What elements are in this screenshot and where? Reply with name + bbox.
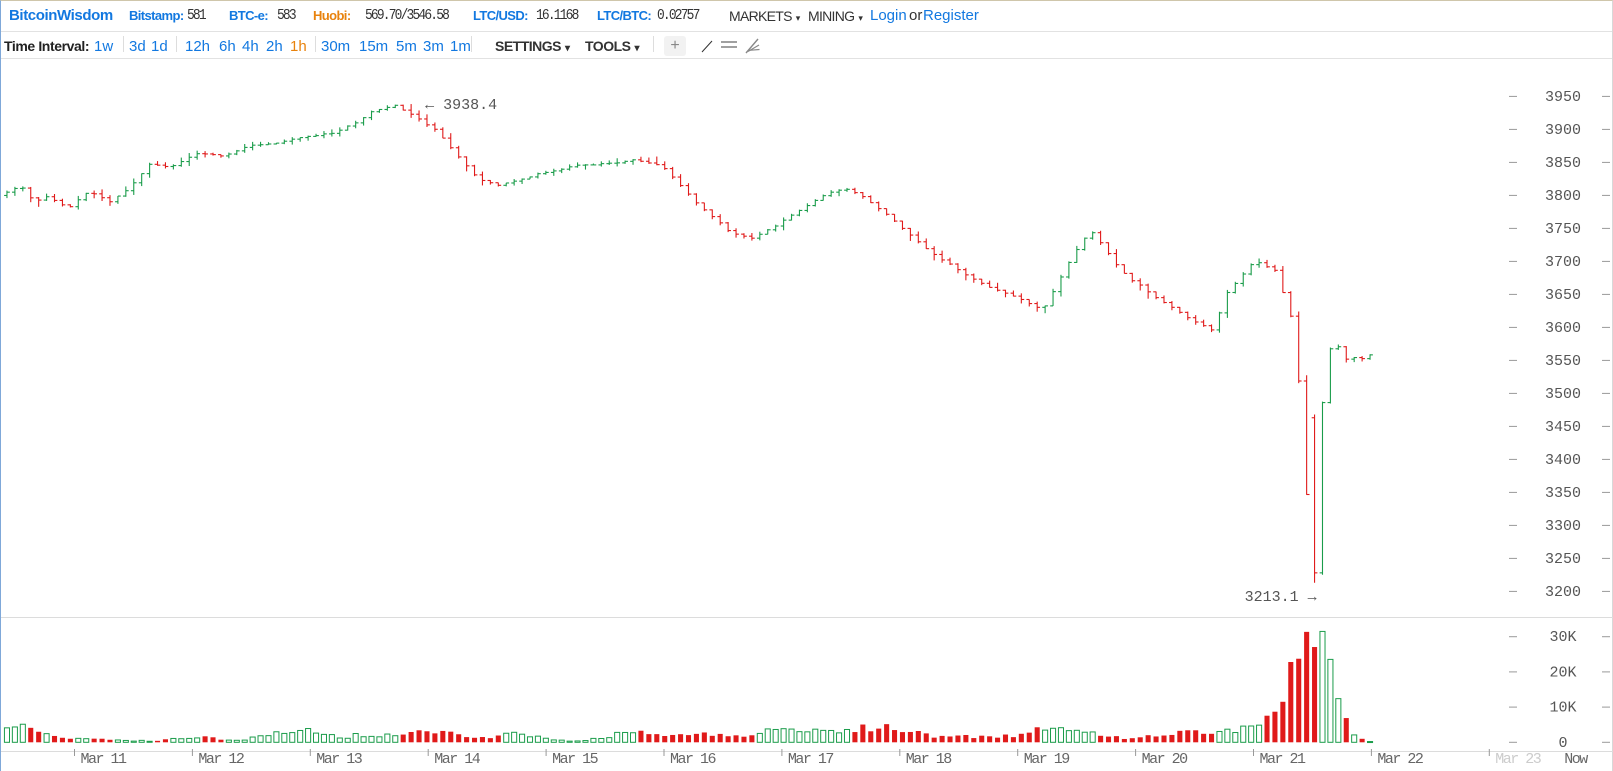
svg-text:3600: 3600	[1545, 320, 1581, 337]
svg-text:3950: 3950	[1545, 89, 1581, 106]
svg-text:3850: 3850	[1545, 155, 1581, 172]
svg-text:3550: 3550	[1545, 353, 1581, 370]
svg-text:10K: 10K	[1549, 700, 1576, 717]
svg-text:Mar 19: Mar 19	[1024, 751, 1070, 768]
svg-text:Mar 17: Mar 17	[788, 751, 834, 768]
svg-text:Mar 15: Mar 15	[552, 751, 599, 768]
svg-text:3750: 3750	[1545, 221, 1581, 238]
svg-text:Mar 20: Mar 20	[1142, 751, 1189, 768]
svg-text:20K: 20K	[1549, 664, 1576, 681]
svg-text:Mar 14: Mar 14	[434, 751, 481, 768]
svg-text:← 3938.4: ← 3938.4	[425, 97, 497, 114]
svg-text:3300: 3300	[1545, 518, 1581, 535]
svg-text:3250: 3250	[1545, 551, 1581, 568]
svg-text:0: 0	[1558, 735, 1567, 752]
svg-text:3450: 3450	[1545, 419, 1581, 436]
svg-text:Mar 18: Mar 18	[906, 751, 953, 768]
svg-text:3500: 3500	[1545, 386, 1581, 403]
svg-text:3900: 3900	[1545, 122, 1581, 139]
svg-text:Mar 11: Mar 11	[81, 751, 128, 768]
svg-text:3400: 3400	[1545, 452, 1581, 469]
svg-text:3200: 3200	[1545, 584, 1581, 601]
svg-text:Mar 21: Mar 21	[1260, 751, 1307, 768]
svg-text:3700: 3700	[1545, 254, 1581, 271]
svg-text:Mar 23: Mar 23	[1495, 751, 1542, 768]
svg-text:3350: 3350	[1545, 485, 1581, 502]
svg-text:3213.1 →: 3213.1 →	[1245, 589, 1317, 606]
svg-text:3800: 3800	[1545, 188, 1581, 205]
svg-text:Now: Now	[1564, 751, 1588, 768]
svg-text:Mar 16: Mar 16	[670, 751, 717, 768]
svg-text:Mar 22: Mar 22	[1377, 751, 1423, 768]
svg-text:3650: 3650	[1545, 287, 1581, 304]
svg-text:Mar 12: Mar 12	[198, 751, 244, 768]
svg-text:Mar 13: Mar 13	[316, 751, 363, 768]
svg-text:30K: 30K	[1549, 629, 1576, 646]
